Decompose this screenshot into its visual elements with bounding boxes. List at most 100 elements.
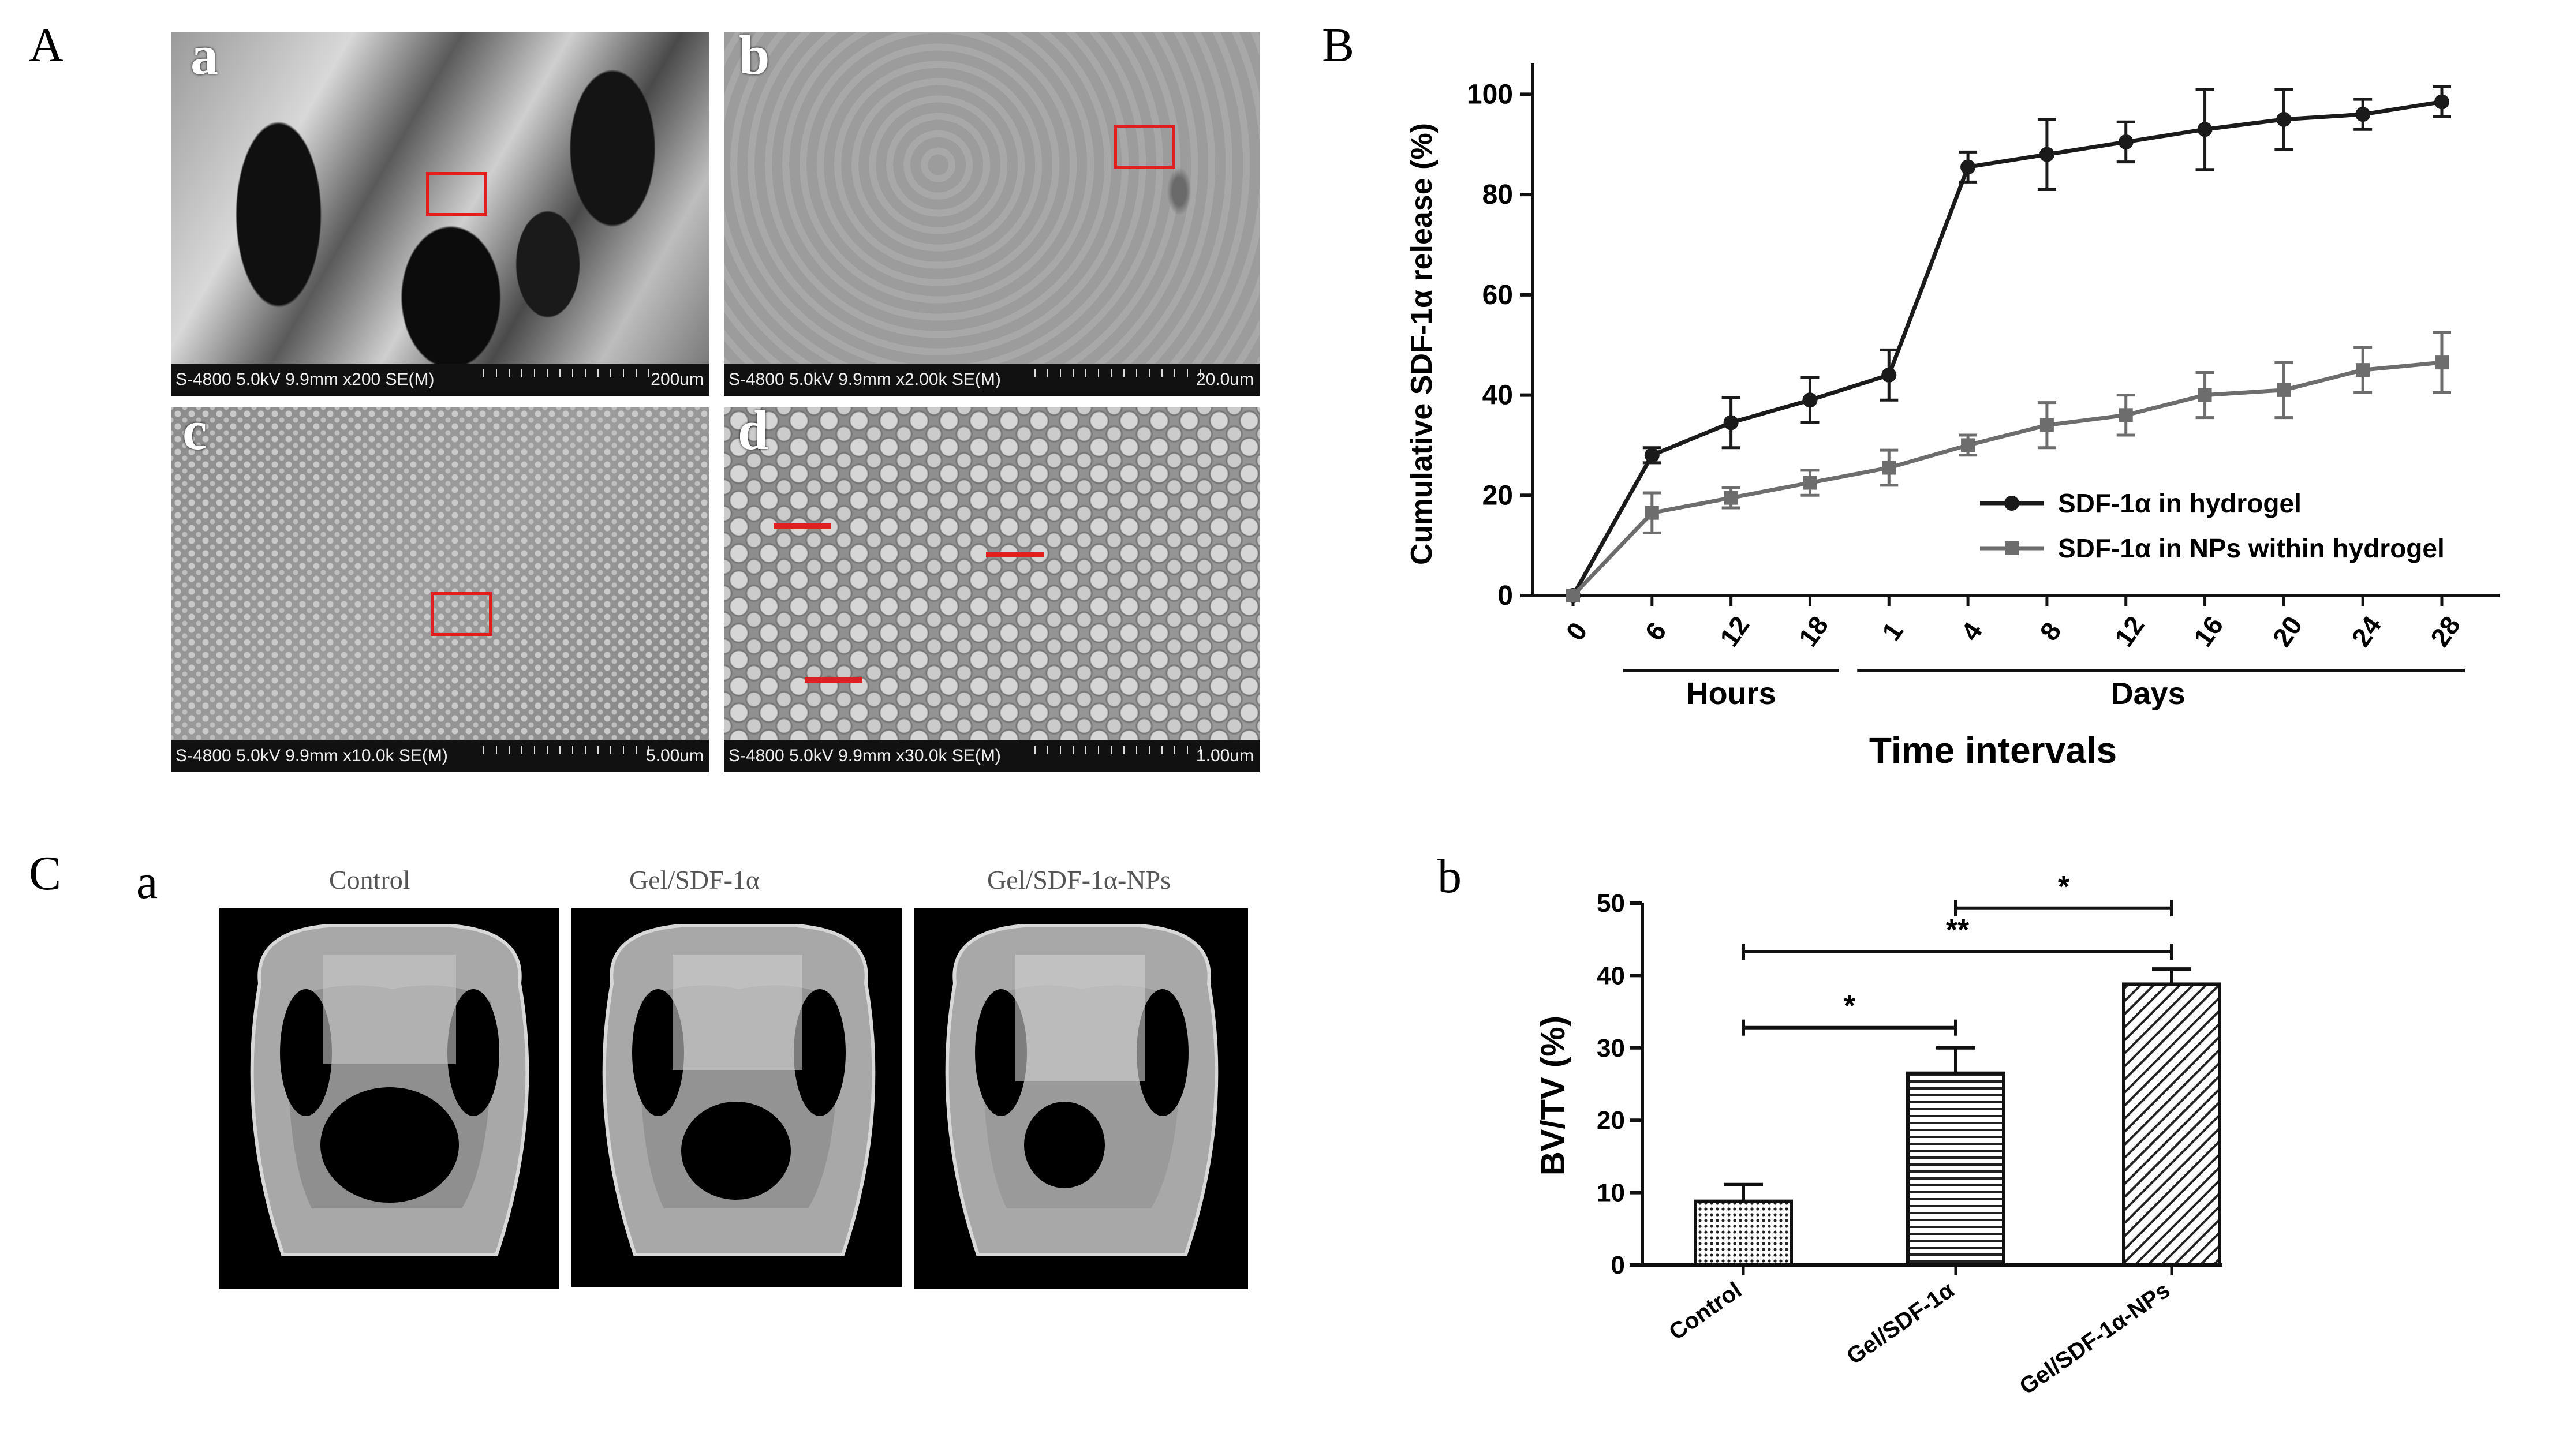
bar-2 bbox=[2122, 982, 2221, 1267]
ct-image-gel-nps bbox=[914, 908, 1248, 1289]
panel-label-B: B bbox=[1322, 18, 1355, 72]
data-point bbox=[2434, 94, 2449, 110]
sem-label-c: c bbox=[182, 399, 207, 461]
data-point bbox=[1881, 367, 1897, 383]
y-tick-label: 0 bbox=[1611, 1251, 1625, 1279]
ct-image-gel bbox=[571, 908, 902, 1287]
panel-label-C: C bbox=[29, 847, 62, 900]
x-tick-label: 8 bbox=[2034, 617, 2067, 646]
x-tick-label: 12 bbox=[1714, 611, 1755, 652]
sem-label-a: a bbox=[190, 24, 218, 86]
bvtv-chart: 0 10 20 30 40 50 BV/TV (%) Control Gel/SDF-1α Gel… bbox=[1534, 870, 2222, 1399]
x-tick-label: 1 bbox=[1876, 617, 1909, 646]
x-tick-label: 6 bbox=[1639, 617, 1672, 646]
release-chart: 0 20 40 60 80 100 0 6 12 18 1 4 8 12 16 20 24 28 Hours Days… bbox=[1405, 63, 2500, 771]
x-tick-label: 20 bbox=[2266, 611, 2308, 652]
data-point bbox=[1882, 461, 1896, 475]
data-point bbox=[1724, 491, 1738, 505]
data-point bbox=[1803, 476, 1817, 490]
legend-label-1: SDF-1α in NPs within hydrogel bbox=[2058, 533, 2445, 563]
data-point bbox=[2276, 111, 2292, 127]
x-tick-label: 18 bbox=[1792, 611, 1834, 652]
data-point bbox=[2355, 107, 2371, 122]
data-point bbox=[2197, 122, 2213, 137]
y-tick-label: 20 bbox=[1482, 480, 1513, 511]
data-point bbox=[2039, 147, 2054, 162]
x-tick-label: 16 bbox=[2188, 611, 2229, 652]
data-point bbox=[2039, 418, 2054, 432]
sem-label-d: d bbox=[738, 399, 769, 461]
sem-image-c: S-4800 5.0kV 9.9mm x10.0k SE(M) 5.00um bbox=[171, 407, 709, 772]
y-tick-label: 100 bbox=[1467, 79, 1513, 110]
y-tick-label: 40 bbox=[1597, 961, 1625, 990]
y-tick-label: 10 bbox=[1597, 1179, 1625, 1207]
bar-1 bbox=[1906, 1071, 2005, 1267]
data-point bbox=[1960, 159, 1976, 175]
data-point bbox=[2435, 355, 2449, 370]
y-axis-title: Cumulative SDF-1α release (%) bbox=[1405, 123, 1439, 565]
y-tick-label: 20 bbox=[1597, 1106, 1625, 1135]
data-point bbox=[1723, 415, 1739, 431]
bar-0 bbox=[1694, 1199, 1793, 1267]
data-point bbox=[2277, 383, 2291, 397]
y-tick-label: 60 bbox=[1482, 280, 1513, 310]
x-tick-label: Gel/SDF-1α bbox=[1842, 1277, 1959, 1369]
ct-title-gel-nps: Gel/SDF-1α-NPs bbox=[987, 865, 1171, 894]
x-tick-label: 28 bbox=[2424, 611, 2466, 652]
sem-marker-1 bbox=[774, 523, 831, 529]
series-line-1 bbox=[1571, 360, 2442, 597]
data-point bbox=[1961, 438, 1975, 452]
y-tick-label: 50 bbox=[1597, 889, 1625, 918]
data-point bbox=[2198, 388, 2212, 402]
sem-marker-3 bbox=[805, 677, 862, 683]
data-point bbox=[1644, 447, 1660, 463]
ct-title-gel: Gel/SDF-1α bbox=[629, 865, 760, 894]
x-tick-label: 12 bbox=[2109, 611, 2150, 652]
y-tick-label: 40 bbox=[1482, 380, 1513, 411]
sem-info-a: S-4800 5.0kV 9.9mm x200 SE(M) bbox=[175, 370, 435, 389]
sem-scale-c: 5.00um bbox=[645, 746, 704, 765]
group-label-days: Days bbox=[2111, 676, 2186, 711]
sem-roi-c bbox=[431, 592, 492, 636]
sig-label: * bbox=[1844, 990, 1856, 1023]
legend-label-0: SDF-1α in hydrogel bbox=[2058, 488, 2302, 518]
x-tick-label: 24 bbox=[2345, 611, 2387, 652]
data-point bbox=[1645, 506, 1659, 520]
sem-info-d: S-4800 5.0kV 9.9mm x30.0k SE(M) bbox=[729, 746, 1001, 765]
sem-scale-d: 1.00um bbox=[1196, 746, 1254, 765]
data-point bbox=[2118, 134, 2134, 149]
series-line-0 bbox=[1571, 100, 2442, 597]
sig-label: * bbox=[2058, 870, 2070, 904]
sig-label: ** bbox=[1946, 914, 1970, 947]
sem-image-b: S-4800 5.0kV 9.9mm x2.00k SE(M) 20.0um bbox=[724, 32, 1260, 396]
sem-roi-b bbox=[1114, 125, 1175, 169]
x-tick-label: 0 bbox=[1560, 617, 1593, 646]
sem-scale-a: 200um bbox=[651, 370, 704, 389]
data-point bbox=[1566, 589, 1580, 602]
legend-marker bbox=[2004, 496, 2019, 511]
panel-label-Cb: b bbox=[1437, 849, 1462, 903]
data-point bbox=[2356, 363, 2370, 377]
sem-marker-2 bbox=[986, 552, 1044, 557]
x-axis-title: Time intervals bbox=[1869, 729, 2117, 771]
legend-marker bbox=[2005, 541, 2019, 555]
ct-title-control: Control bbox=[329, 865, 410, 894]
y-tick-label: 30 bbox=[1597, 1034, 1625, 1062]
group-label-hours: Hours bbox=[1686, 676, 1776, 711]
y-tick-label: 80 bbox=[1482, 179, 1513, 210]
sem-label-b: b bbox=[739, 24, 770, 86]
sem-info-c: S-4800 5.0kV 9.9mm x10.0k SE(M) bbox=[175, 746, 448, 765]
data-point bbox=[2119, 408, 2133, 422]
x-tick-label: Gel/SDF-1α-NPs bbox=[2015, 1277, 2175, 1399]
x-tick-label: Control bbox=[1664, 1277, 1746, 1345]
sem-image-d: S-4800 5.0kV 9.9mm x30.0k SE(M) 1.00um bbox=[724, 407, 1260, 772]
sem-info-b: S-4800 5.0kV 9.9mm x2.00k SE(M) bbox=[729, 370, 1001, 389]
panel-label-A: A bbox=[29, 18, 64, 72]
panel-label-Ca: a bbox=[136, 855, 158, 909]
ct-image-control bbox=[219, 908, 559, 1289]
sem-roi-a bbox=[426, 172, 487, 216]
sem-scale-b: 20.0um bbox=[1196, 370, 1254, 389]
y-tick-label: 0 bbox=[1497, 581, 1513, 611]
sem-image-a: S-4800 5.0kV 9.9mm x200 SE(M) 200um bbox=[171, 32, 709, 396]
data-point bbox=[1802, 392, 1818, 408]
